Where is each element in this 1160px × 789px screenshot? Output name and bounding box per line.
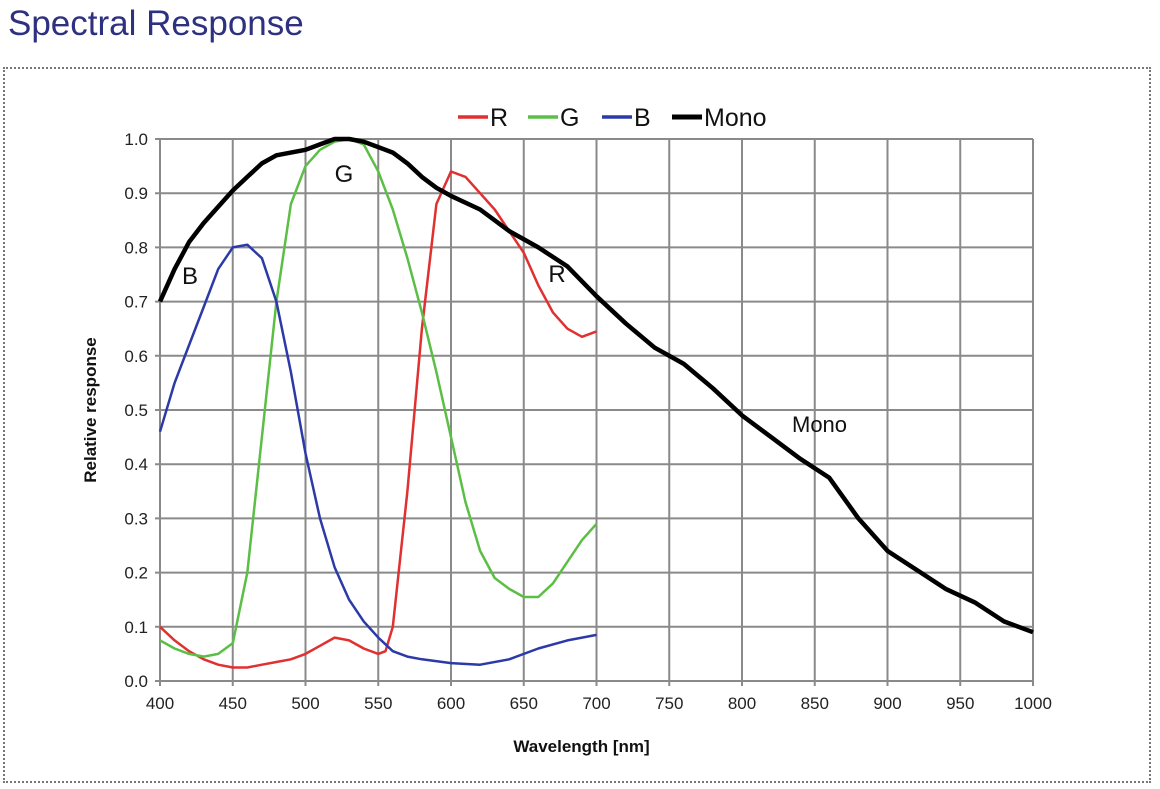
legend-label-b: B (634, 104, 651, 132)
x-tick-label: 500 (291, 694, 319, 713)
legend-label-mono: Mono (704, 104, 767, 132)
series-line-mono (157, 136, 1034, 635)
y-tick-label: 1.0 (124, 130, 148, 149)
series-line-g (159, 137, 598, 658)
y-tick-label: 0.7 (124, 293, 148, 312)
y-axis-label: Relative response (81, 337, 100, 483)
y-tick-label: 0.4 (124, 455, 148, 474)
x-tick-label: 400 (146, 694, 174, 713)
y-tick-label: 0.0 (124, 672, 148, 691)
x-tick-label: 750 (655, 694, 683, 713)
inline-label-g: G (335, 161, 354, 188)
y-tick-label: 0.2 (124, 564, 148, 583)
legend-label-r: R (490, 104, 508, 132)
x-tick-label: 1000 (1014, 694, 1052, 713)
x-tick-label: 900 (873, 694, 901, 713)
x-axis-label: Wavelength [nm] (513, 737, 649, 756)
x-tick-label: 800 (728, 694, 756, 713)
chart-frame (3, 67, 1151, 783)
y-tick-label: 0.8 (124, 238, 148, 257)
x-tick-label: 950 (946, 694, 974, 713)
y-tick-label: 0.6 (124, 347, 148, 366)
inline-label-b: B (182, 263, 198, 290)
series-line-r (159, 170, 597, 669)
page-title: Spectral Response (8, 4, 304, 43)
x-tick-label: 650 (510, 694, 538, 713)
x-tick-label: 550 (364, 694, 392, 713)
inline-label-mono: Mono (792, 412, 847, 437)
y-tick-label: 0.1 (124, 618, 148, 637)
x-tick-label: 600 (437, 694, 465, 713)
y-tick-label: 0.5 (124, 401, 148, 420)
y-tick-label: 0.3 (124, 509, 148, 528)
y-tick-label: 0.9 (124, 184, 148, 203)
series-line-b (158, 243, 597, 666)
inline-label-r: R (548, 261, 565, 288)
x-tick-label: 850 (801, 694, 829, 713)
x-tick-label: 450 (219, 694, 247, 713)
legend-label-g: G (560, 104, 579, 132)
x-tick-label: 700 (582, 694, 610, 713)
